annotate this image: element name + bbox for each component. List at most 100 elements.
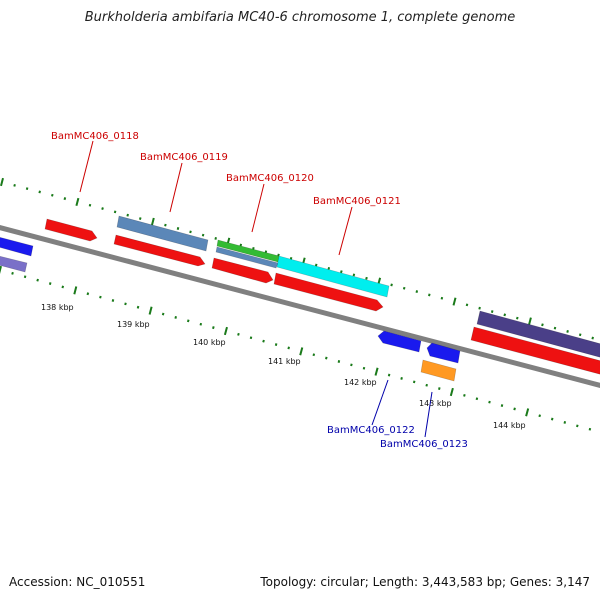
inner-ruler-minor-tick [325,356,328,360]
outer-ruler-minor-tick [126,213,129,217]
outer-ruler-minor-tick [490,310,494,313]
accession-text: Accession: NC_010551 [9,575,146,589]
cds-arrow-0120[interactable] [211,257,274,284]
inner-ruler-minor-tick [124,302,127,306]
inner-ruler-minor-tick [550,417,554,421]
outer-ruler-major-tick [527,317,532,326]
outer-ruler-major-tick [0,177,4,187]
outer-ruler-minor-tick [138,217,142,220]
outer-ruler-minor-tick [252,247,255,250]
inner-ruler-minor-tick [400,377,403,380]
outer-ruler-minor-tick [566,330,569,333]
inner-ruler-major-tick [73,286,78,295]
outer-ruler-minor-tick [327,266,331,270]
inner-ruler-major-tick [223,326,228,336]
gene-bar-0120-steel[interactable] [215,246,279,269]
outer-ruler-minor-tick [365,276,368,280]
gene-label-0123[interactable]: BamMC406_0123 [380,439,468,450]
outer-ruler-minor-tick [88,203,92,207]
inner-ruler-major-tick [525,408,530,417]
inner-ruler-minor-tick [463,393,466,397]
leader-0121 [338,206,353,256]
scale-label-141: 141 kbp [268,357,301,366]
outer-ruler-minor-tick [239,243,243,247]
inner-ruler-minor-tick [249,336,253,340]
inner-ruler-minor-tick [212,326,215,330]
gene-bar-0123-orange[interactable] [420,359,457,382]
gene-label-0120[interactable]: BamMC406_0120 [226,173,314,184]
inner-ruler-minor-tick [262,339,265,343]
inner-ruler-minor-tick [237,332,240,336]
inner-ruler-minor-tick [287,346,290,350]
outer-ruler-major-tick [452,297,457,306]
topology-text: Topology: circular; Length: 3,443,583 bp… [260,575,590,589]
outer-ruler-minor-tick [25,187,29,191]
map-title: Burkholderia ambifaria MC40-6 chromosome… [84,10,516,25]
gene-arrow-0123[interactable] [426,342,461,364]
inner-ruler-minor-tick [99,295,102,299]
genome-backbone [0,225,600,388]
inner-ruler-minor-tick [588,427,592,431]
scale-label-140: 140 kbp [193,338,226,347]
outer-ruler-minor-tick [428,293,431,297]
outer-ruler-major-tick [150,217,155,226]
gene-label-0119[interactable]: BamMC406_0119 [140,152,228,163]
gene-bar-lavender-left[interactable] [0,255,28,273]
gene-bar-purple-right[interactable] [476,310,600,358]
gene-bar-0121[interactable] [276,255,390,298]
inner-ruler-minor-tick [174,316,177,319]
gene-labels: BamMC406_0118 BamMC406_0119 BamMC406_012… [51,131,468,450]
outer-ruler-minor-tick [402,286,406,290]
leader-0123 [424,391,433,438]
gene-label-0122[interactable]: BamMC406_0122 [327,425,415,436]
gene-features [0,215,600,382]
outer-ruler-minor-tick [176,227,180,230]
outer-ruler-minor-tick [38,190,41,194]
cds-arrow-0119[interactable] [113,234,206,267]
outer-ruler-minor-tick [340,270,343,274]
inner-ruler-minor-tick [274,343,278,346]
outer-ruler-minor-tick [101,207,104,210]
outer-ruler-minor-tick [390,283,393,287]
inner-ruler-minor-tick [23,275,27,279]
outer-ruler-minor-tick [415,290,419,293]
gene-label-0118[interactable]: BamMC406_0118 [51,131,139,142]
inner-ruler-minor-tick [475,397,479,401]
leader-0122 [371,379,389,426]
inner-ruler-minor-tick [538,414,541,418]
outer-ruler-minor-tick [189,230,192,234]
gene-bar-blue-left[interactable] [0,236,34,257]
inner-ruler-minor-tick [337,360,341,363]
leader-0119 [169,162,183,213]
outer-ruler-minor-tick [591,336,594,340]
outer-ruler-minor-tick [113,210,117,214]
gene-arrow-0122[interactable] [377,330,422,353]
outer-ruler-minor-tick [314,263,318,267]
outer-ruler-minor-tick [553,326,557,330]
outer-ruler-minor-tick [578,333,582,337]
leader-0118 [79,140,94,193]
gene-arrow-0118[interactable] [44,218,98,242]
scale-label-138: 138 kbp [41,303,74,312]
inner-ruler-minor-tick [513,407,516,411]
inner-ruler-minor-tick [412,380,416,384]
outer-scale-ruler [0,177,594,340]
cds-arrow-0121[interactable] [273,272,384,312]
cds-arrow-right[interactable] [470,326,600,375]
inner-ruler-minor-tick [500,404,504,407]
inner-ruler-major-tick [148,306,153,315]
label-leaders [79,140,433,438]
gene-bar-0119[interactable] [116,215,209,252]
gene-label-0121[interactable]: BamMC406_0121 [313,196,401,207]
inner-ruler-minor-tick [362,366,366,370]
outer-ruler-minor-tick [478,306,481,310]
inner-ruler-major-tick [449,387,454,397]
inner-ruler-major-tick [299,347,304,356]
inner-ruler-minor-tick [111,299,115,302]
inner-ruler-minor-tick [36,278,39,282]
outer-ruler-minor-tick [13,183,16,187]
inner-ruler-minor-tick [387,373,391,377]
outer-ruler-minor-tick [51,193,54,197]
scale-labels: 138 kbp 139 kbp 140 kbp 141 kbp 142 kbp … [41,303,526,430]
inner-ruler-minor-tick [86,292,90,296]
